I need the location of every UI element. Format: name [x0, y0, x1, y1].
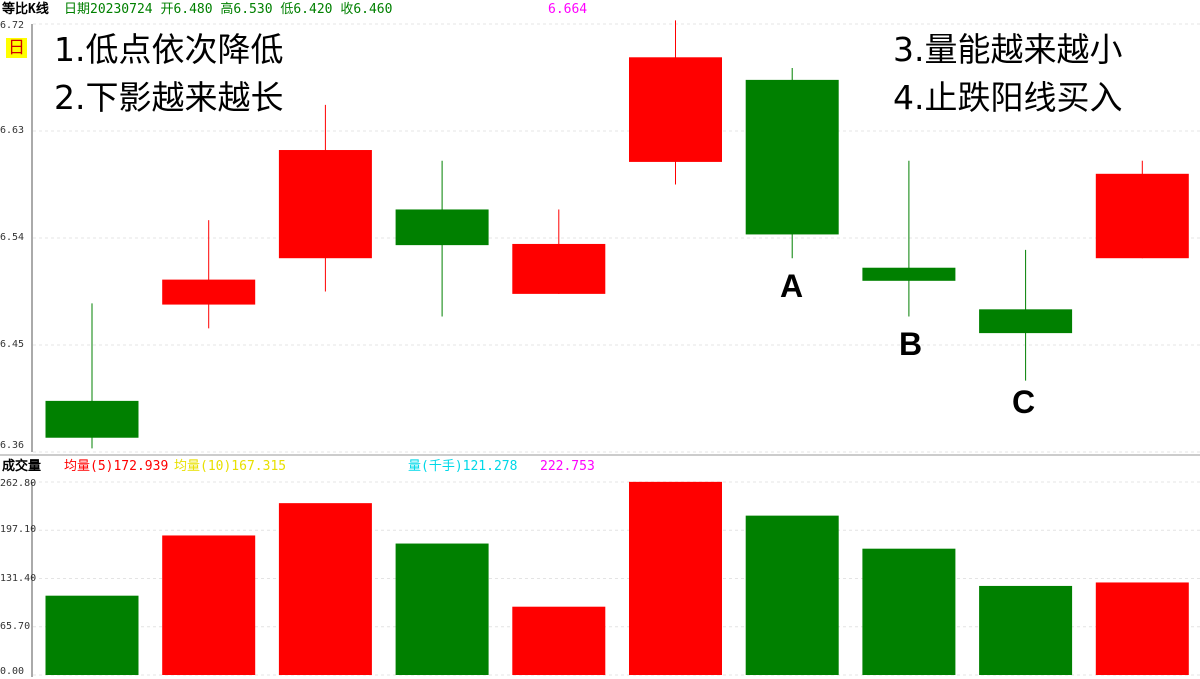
- volume-tick-label: 262.80: [0, 478, 37, 489]
- candle-body: [162, 279, 256, 305]
- volume-bar: [1095, 582, 1189, 675]
- volume-bar: [162, 535, 256, 675]
- volume-bar: [512, 606, 606, 675]
- ohlc-info: 日期20230724 开6.480 高6.530 低6.420 收6.460: [64, 2, 393, 17]
- volume-value: 量(千手)121.278: [408, 459, 518, 474]
- price-tick-label: 6.63: [0, 125, 25, 136]
- note-1: 1.低点依次降低: [54, 30, 284, 69]
- candle-body: [395, 209, 489, 246]
- chart-title: 等比K线: [2, 2, 49, 17]
- price-tick-label: 6.45: [0, 339, 25, 350]
- candle-body: [629, 57, 722, 162]
- volume-bar: [395, 543, 489, 675]
- note-2: 2.下影越来越长: [54, 78, 284, 117]
- volume-ma10: 均量(10)167.315: [174, 459, 287, 474]
- note-4: 4.止跌阳线买入: [893, 78, 1123, 117]
- candle-body: [862, 267, 956, 281]
- volume-ma5: 均量(5)172.939: [64, 459, 169, 474]
- cursor-price: 6.664: [548, 2, 588, 17]
- candle-body: [745, 79, 839, 235]
- volume-bar: [629, 481, 722, 675]
- price-tick-label: 6.54: [0, 232, 25, 243]
- volume-bar: [278, 503, 372, 675]
- volume-cursor: 222.753: [540, 459, 595, 474]
- marker-a: A: [780, 268, 804, 304]
- note-3: 3.量能越来越小: [893, 30, 1123, 69]
- volume-tick-label: 131.40: [0, 572, 37, 584]
- candle-body: [979, 309, 1073, 334]
- marker-b: B: [899, 326, 923, 362]
- volume-tick-label: 65.70: [0, 620, 31, 632]
- volume-bar: [862, 548, 956, 675]
- period-badge[interactable]: 日: [6, 38, 27, 58]
- candle-body: [278, 150, 372, 259]
- volume-title: 成交量: [2, 459, 42, 474]
- volume-bar: [745, 515, 839, 675]
- candle-body: [45, 400, 139, 438]
- volume-bar: [45, 595, 139, 675]
- volume-bar: [979, 585, 1073, 675]
- candle-body: [1095, 173, 1189, 259]
- candle-body: [512, 243, 606, 294]
- volume-tick-label: 197.10: [0, 524, 37, 536]
- price-tick-label: 6.36: [0, 440, 25, 451]
- marker-c: C: [1012, 384, 1036, 420]
- volume-tick-label: 0.00: [0, 666, 25, 677]
- price-tick-label: 6.72: [0, 20, 25, 31]
